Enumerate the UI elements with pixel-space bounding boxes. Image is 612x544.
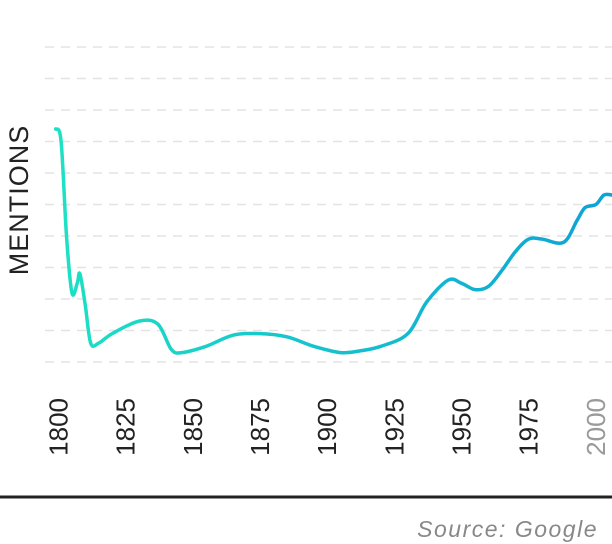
series-line	[53, 127, 612, 355]
x-tick-labels: 1800 1825 1850 1875 1900 1925 1950 1975 2000	[43, 398, 611, 456]
x-tick-label: 1950	[447, 398, 477, 456]
source-text: Source: Google	[417, 516, 598, 542]
x-tick-label: 1975	[514, 398, 544, 456]
x-tick-label: 1875	[245, 398, 275, 456]
gridlines	[45, 46, 612, 363]
x-tick-label: 1800	[43, 398, 73, 456]
x-tick-label: 1825	[111, 398, 141, 456]
x-tick-label: 1900	[312, 398, 342, 456]
y-axis-label: MENTIONS	[4, 125, 34, 276]
x-tick-label: 1925	[379, 398, 409, 456]
x-tick-label: 1850	[178, 398, 208, 456]
x-tick-label: 2000	[581, 398, 611, 456]
